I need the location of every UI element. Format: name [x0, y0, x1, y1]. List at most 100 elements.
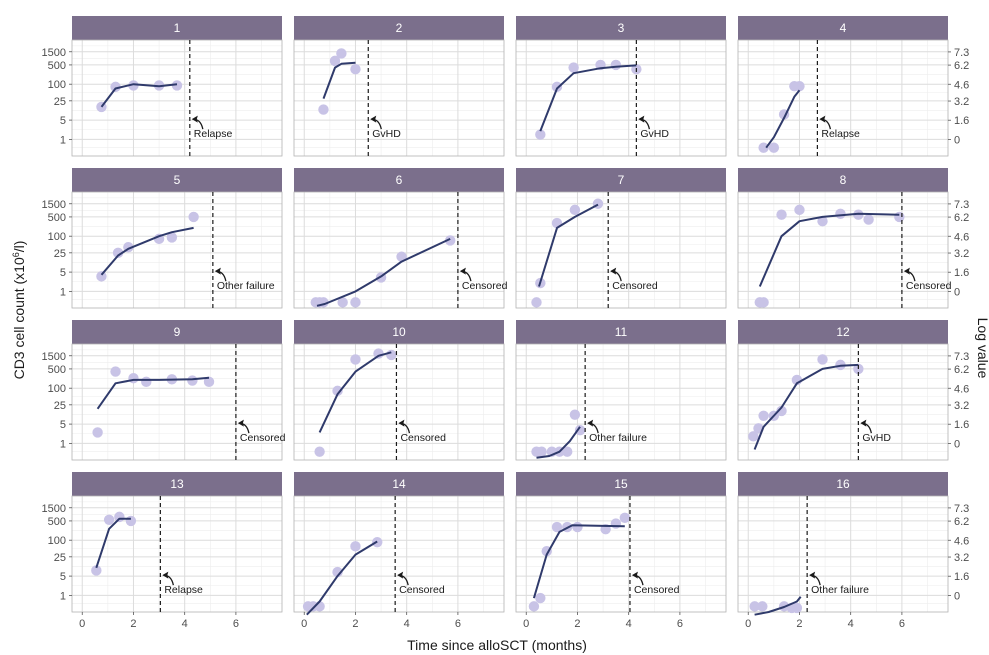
panel-grid: 1Relapse152510050015002GvHD3GvHD4Relapse… [42, 16, 969, 630]
event-label: Other failure [811, 584, 869, 596]
data-point [749, 601, 760, 612]
y-tick-label: 100 [48, 383, 66, 395]
data-point [110, 366, 121, 377]
event-arrowhead [398, 419, 405, 427]
y2-tick-label: 3.2 [954, 552, 969, 564]
panel-3: 3 GvHD [515, 16, 727, 157]
event-label: Other failure [589, 432, 647, 444]
panel-border [737, 39, 949, 157]
y-axis-title-main: CD3 cell count (x10 [11, 257, 27, 379]
data-point [445, 235, 456, 246]
panel-strip [738, 472, 948, 496]
y-axis-title-unit: /l) [11, 241, 27, 253]
y-tick-label: 5 [60, 571, 66, 583]
x-tick-label: 0 [745, 618, 751, 630]
event-label: Censored [399, 584, 445, 596]
data-point [574, 425, 586, 436]
y2-tick-label: 1.6 [954, 571, 969, 583]
y-tick-label: 500 [48, 212, 66, 224]
panel-7: 7 Censored [515, 168, 727, 309]
fitted-line [322, 61, 356, 99]
y-tick-label: 5 [60, 419, 66, 431]
fitted-line [316, 237, 451, 307]
y-tick-label: 5 [60, 267, 66, 279]
panel-strip [72, 320, 282, 344]
data-point [535, 129, 546, 140]
panel-border [293, 495, 505, 613]
event-label: Relapse [164, 584, 203, 596]
data-point [350, 541, 361, 552]
fitted-line [100, 226, 194, 276]
x-tick-label: 6 [455, 618, 461, 630]
panel-strip [516, 320, 726, 344]
data-point [350, 63, 361, 75]
y-tick-label: 1 [60, 134, 66, 146]
event-arrowhead [638, 115, 645, 123]
event-arrowhead [162, 571, 169, 579]
data-point [619, 512, 631, 523]
data-point [110, 81, 121, 93]
data-point [528, 601, 540, 612]
y2-tick-label: 4.6 [954, 79, 969, 91]
panel-border [71, 495, 283, 613]
fitted-line [318, 351, 392, 433]
x-tick-label: 4 [182, 618, 188, 630]
data-point [610, 518, 622, 529]
data-point [166, 232, 178, 243]
y2-tick-label: 0 [954, 134, 960, 146]
data-point [768, 142, 780, 153]
data-point [535, 592, 546, 604]
y2-tick-label: 1.6 [954, 419, 969, 431]
event-arrowhead [809, 571, 816, 579]
x-tick-label: 4 [404, 618, 410, 630]
y2-tick-label: 7.3 [954, 351, 969, 363]
event-label: GvHD [640, 128, 669, 140]
x-tick-label: 2 [796, 618, 802, 630]
y-tick-label: 100 [48, 535, 66, 547]
data-point [758, 410, 769, 421]
data-point [125, 515, 137, 527]
event-arrowhead [237, 419, 244, 427]
y2-tick-label: 3.2 [954, 96, 969, 108]
x-tick-label: 0 [523, 618, 529, 630]
y-tick-label: 25 [54, 552, 66, 564]
panel-strip-label: 12 [836, 325, 850, 339]
event-arrowhead [819, 115, 826, 123]
panel-strip-label: 5 [174, 173, 181, 187]
data-point [551, 521, 563, 533]
data-point [114, 511, 125, 523]
fitted-line [532, 524, 625, 599]
panel-strip [516, 472, 726, 496]
panel-border [515, 343, 727, 461]
data-point [817, 215, 828, 227]
fitted-line [95, 517, 131, 569]
data-point [569, 409, 581, 420]
y2-tick-label: 1.6 [954, 115, 969, 127]
event-arrowhead [587, 419, 594, 427]
y-tick-label: 1500 [42, 503, 66, 515]
y2-tick-label: 6.2 [954, 364, 969, 376]
fitted-line [536, 426, 581, 459]
panel-6: 6 Censored [293, 168, 508, 309]
event-arrowhead [903, 267, 910, 275]
panel-border [515, 39, 727, 157]
y-tick-label: 5 [60, 115, 66, 127]
data-point [863, 214, 874, 225]
y2-tick-label: 3.2 [954, 248, 969, 260]
panel-10: 10 Censored [293, 320, 505, 461]
panel-strip-label: 13 [170, 477, 184, 491]
event-label: Relapse [821, 128, 860, 140]
x-axis-title: Time since alloSCT (months) [407, 637, 587, 653]
data-point [568, 62, 579, 73]
data-point [610, 59, 622, 71]
panel-strip [516, 16, 726, 40]
panel-strip [738, 320, 948, 344]
y-tick-label: 1 [60, 286, 66, 298]
panel-strip [72, 168, 282, 192]
data-point [128, 80, 139, 91]
y-tick-label: 1 [60, 590, 66, 602]
panel-border [293, 191, 505, 309]
data-point [748, 431, 759, 442]
